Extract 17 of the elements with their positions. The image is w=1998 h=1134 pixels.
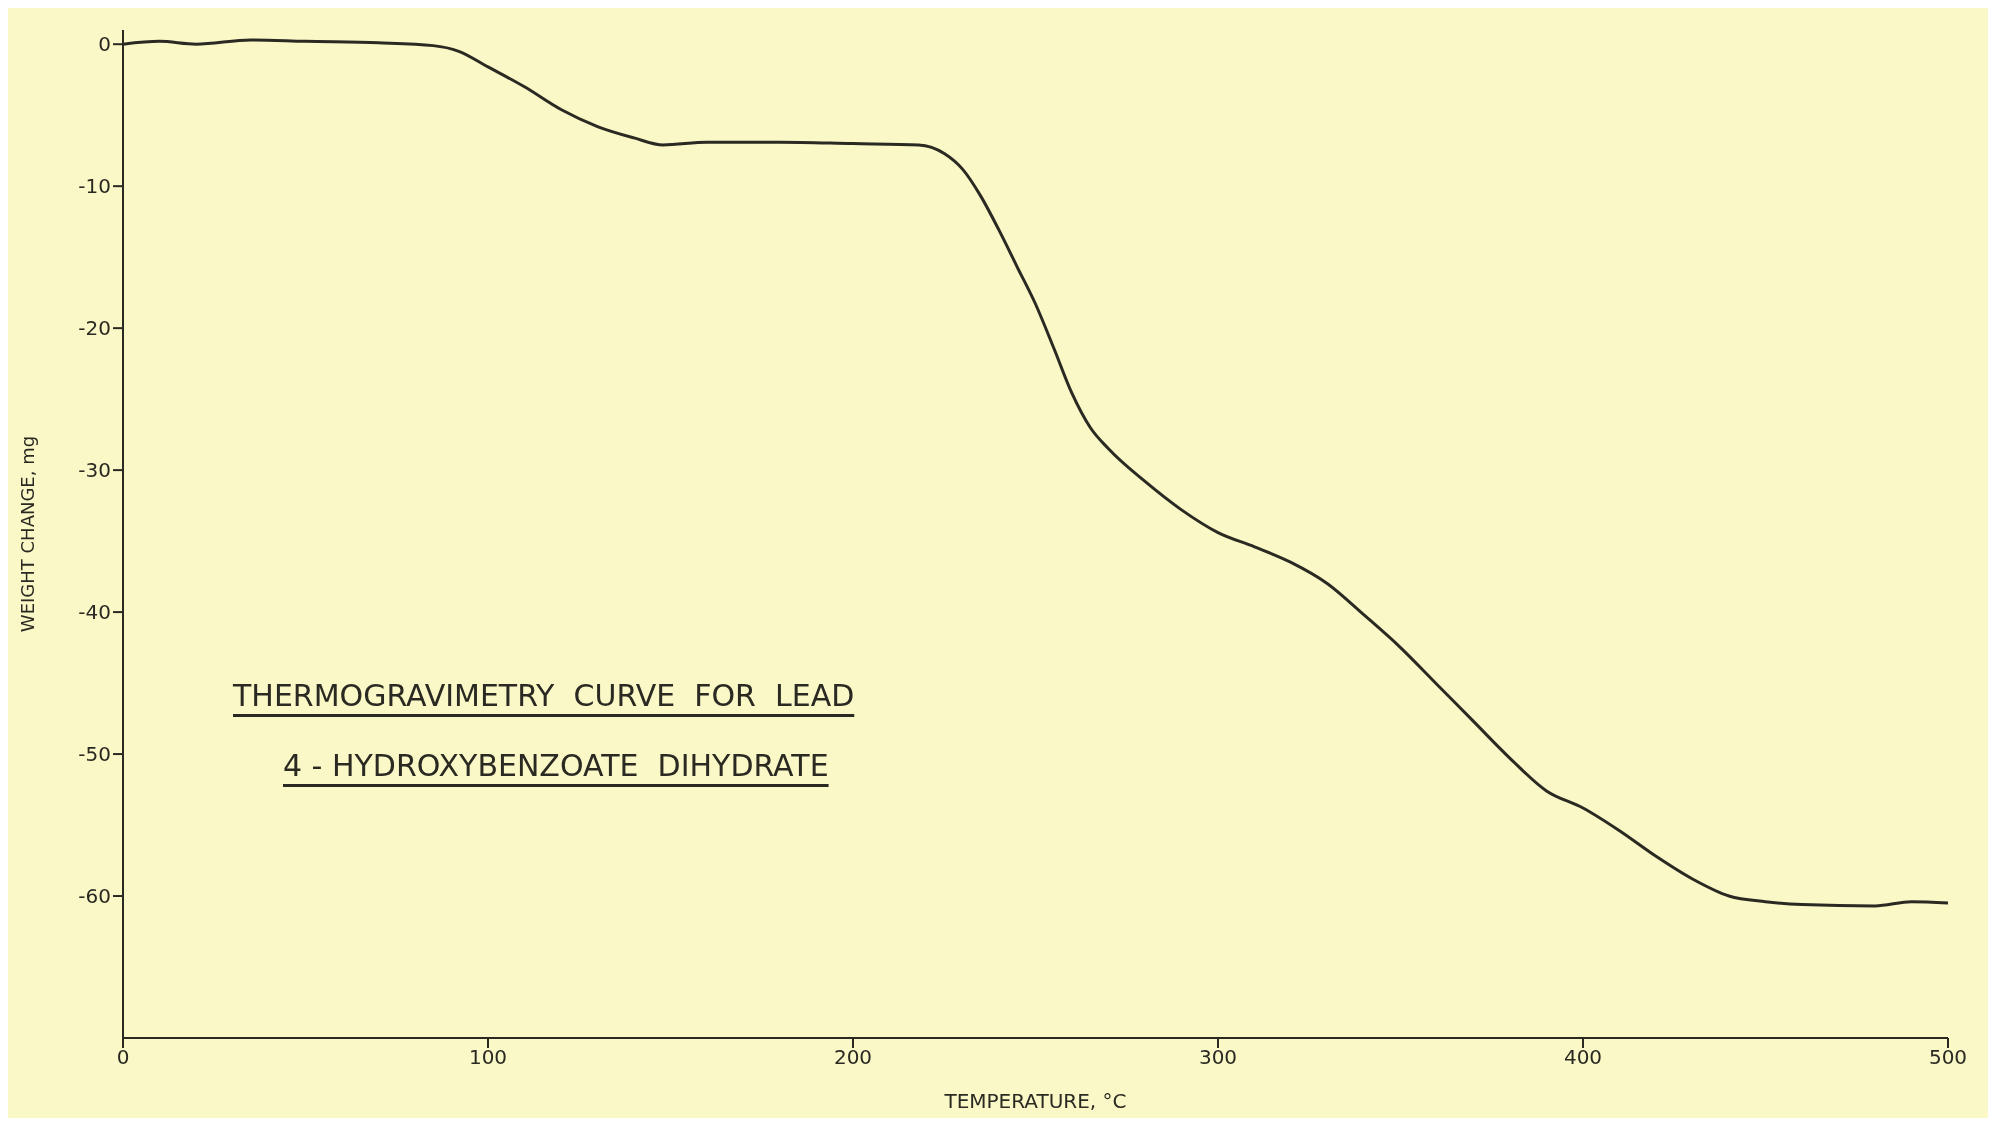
y-tick-label: 0 xyxy=(98,32,111,57)
x-tick-label: 0 xyxy=(116,1045,130,1070)
x-tick-label: 500 xyxy=(1928,1045,1968,1070)
y-tick-label: -50 xyxy=(78,742,111,767)
y-tick-label: -60 xyxy=(78,884,111,909)
annotation: 4 - HYDROXYBENZOATE DIHYDRATE xyxy=(283,748,829,783)
x-axis-title: TEMPERATURE, °C xyxy=(943,1089,1127,1113)
y-axis-title: WEIGHT CHANGE, mg xyxy=(17,435,39,633)
y-tick-label: -10 xyxy=(78,174,111,199)
annotation: THERMOGRAVIMETRY CURVE FOR LEAD xyxy=(233,678,855,713)
y-tick-label: -20 xyxy=(78,316,111,341)
x-tick-label: 300 xyxy=(1198,1045,1238,1070)
y-tick-label: -30 xyxy=(78,458,111,483)
y-tick-label: -40 xyxy=(78,600,111,625)
x-tick-label: 400 xyxy=(1563,1045,1603,1070)
x-tick-label: 100 xyxy=(468,1045,508,1070)
x-tick-label: 200 xyxy=(833,1045,873,1070)
